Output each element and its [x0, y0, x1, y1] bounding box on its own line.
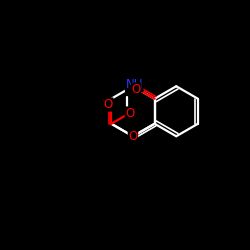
- Text: O: O: [104, 98, 113, 111]
- Text: NH: NH: [126, 78, 143, 92]
- Text: O: O: [128, 130, 138, 143]
- Text: O: O: [125, 107, 134, 120]
- Text: O: O: [132, 83, 141, 96]
